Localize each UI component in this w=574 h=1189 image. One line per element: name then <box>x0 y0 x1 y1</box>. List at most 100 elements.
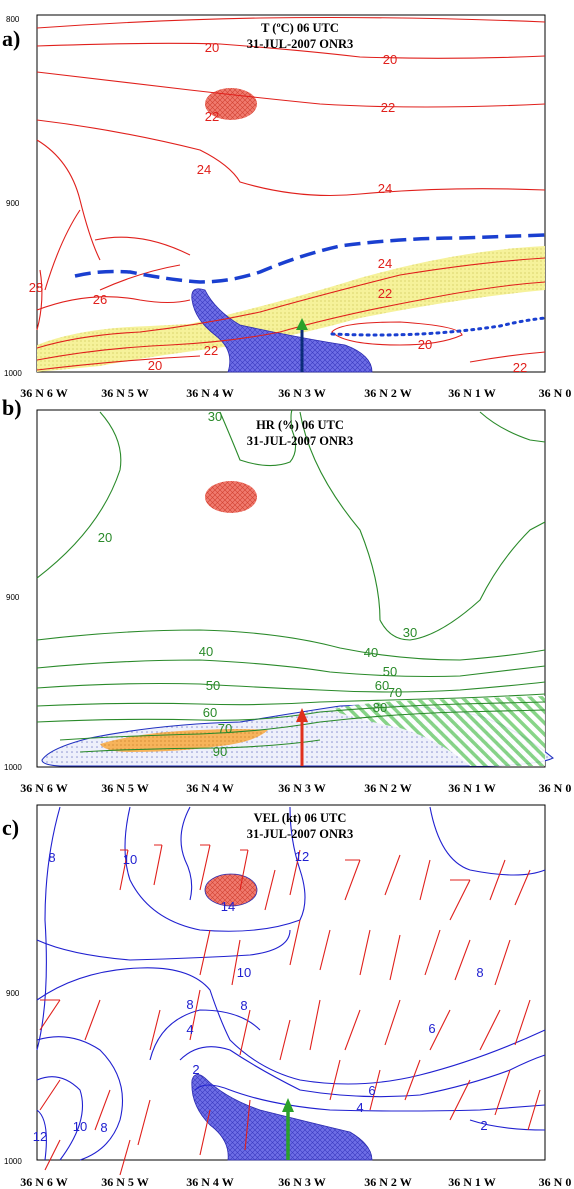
panel-a-contour-label: 24 <box>378 181 392 196</box>
panel-c-xtick-label: 36 N 4 W <box>186 1175 233 1189</box>
panel-b-contour-label: 30 <box>208 409 222 424</box>
panel-b-xtick-label: 36 N 4 W <box>186 781 233 795</box>
panel-a-contour-label: 26 <box>93 292 107 307</box>
panel-c-contour-label: 10 <box>123 852 137 867</box>
panel-c-contour-label: 10 <box>73 1119 87 1134</box>
panel-a-isotherms <box>36 16 546 371</box>
panel-b-x-ticks: 36 N 6 W 36 N 5 W 36 N 4 W 36 N 3 W 36 N 2 W… <box>20 781 571 795</box>
panel-a-contour-labels: 20 20 22 22 24 24 26 28 24 22 22 20 20 22 <box>29 40 527 375</box>
panel-b-contour-label: 70 <box>388 685 402 700</box>
panel-b-ytick-900: 900 <box>6 593 20 602</box>
panel-a-xtick-label: 36 N 5 W <box>101 386 148 400</box>
panel-b-contour-label: 60 <box>375 678 389 693</box>
panel-b-heat-marker <box>205 481 257 513</box>
panel-c-xtick-label: 36 N 1 W <box>448 1175 495 1189</box>
panel-c-title: VEL (kt) 06 UTC <box>254 811 347 825</box>
panel-a-xtick-label: 36 N 1 W <box>448 386 495 400</box>
panel-b-xtick-label: 36 N 5 W <box>101 781 148 795</box>
panel-c-contour-label: 4 <box>186 1022 193 1037</box>
panel-c-xtick-label: 36 N 6 W <box>20 1175 67 1189</box>
panel-a-xtick-label: 36 N 4 W <box>186 386 233 400</box>
panel-a-contour-label: 20 <box>383 52 397 67</box>
panel-a-contour-label: 20 <box>418 337 432 352</box>
panel-a-contour-label: 28 <box>29 280 43 295</box>
panel-c-ytick-900: 900 <box>6 989 20 998</box>
panel-c-cold-pool <box>191 1074 373 1161</box>
panel-b-contour-label: 20 <box>98 530 112 545</box>
panel-b-xtick-label: 36 N 0 <box>539 781 572 795</box>
panel-b-isohumes <box>36 409 546 753</box>
panel-a: 20 20 22 22 24 24 26 28 24 22 22 20 20 22 800 900 100… <box>2 14 571 400</box>
panel-a-arrow-head <box>296 318 308 330</box>
panel-a-title: T (ºC) 06 UTC <box>261 21 339 35</box>
panel-a-dashed-line <box>74 233 546 284</box>
panel-a-contour-label: 22 <box>378 286 392 301</box>
panel-c-contour-label: 8 <box>240 998 247 1013</box>
panel-b-contour-label: 40 <box>199 644 213 659</box>
panel-a-contour-label: 22 <box>205 109 219 124</box>
panel-a-contour-label: 22 <box>381 100 395 115</box>
panel-c-contour-label: 12 <box>295 849 309 864</box>
panel-a-contour-label: 24 <box>378 256 392 271</box>
panel-a-x-ticks: 36 N 6 W 36 N 5 W 36 N 4 W 36 N 3 W 36 N 2 W… <box>20 386 571 400</box>
panel-b-label: b) <box>2 395 22 420</box>
panel-c-contour-label: 10 <box>237 965 251 980</box>
panel-b-contour-label: 40 <box>364 645 378 660</box>
panel-c-contour-label: 2 <box>480 1118 487 1133</box>
panel-c-wind-barbs <box>39 844 541 1176</box>
panel-b-contour-label: 90 <box>213 744 227 759</box>
panel-b-arrow-head <box>296 708 308 722</box>
panel-a-ytick-800: 800 <box>6 15 20 24</box>
panel-a-xtick-label: 36 N 6 W <box>20 386 67 400</box>
panel-b-contour-label: 70 <box>218 721 232 736</box>
panel-c-contour-label: 12 <box>33 1129 47 1144</box>
panel-c-contour-label: 8 <box>186 997 193 1012</box>
panel-c-contour-label: 4 <box>356 1100 363 1115</box>
panel-c-contour-label: 14 <box>221 899 235 914</box>
panel-b-dry-layer <box>100 729 268 752</box>
panel-b-ytick-1000: 1000 <box>4 763 22 772</box>
panel-b-contour-label: 30 <box>403 625 417 640</box>
panel-c-arrow-head <box>282 1098 294 1112</box>
panel-a-xtick-label: 36 N 2 W <box>364 386 411 400</box>
panel-b-xtick-label: 36 N 6 W <box>20 781 67 795</box>
panel-c-ytick-1000: 1000 <box>4 1157 22 1166</box>
panel-b-title: HR (%) 06 UTC <box>256 418 344 432</box>
panel-a-contour-label: 24 <box>197 162 211 177</box>
panel-c-contour-label: 8 <box>48 850 55 865</box>
panel-a-subtitle: 31-JUL-2007 ONR3 <box>247 37 354 51</box>
panel-b-contour-label: 50 <box>206 678 220 693</box>
panel-a-contour-label: 22 <box>513 360 527 375</box>
panel-b-contour-label: 50 <box>383 664 397 679</box>
panel-b-xtick-label: 36 N 1 W <box>448 781 495 795</box>
panel-a-ytick-900: 900 <box>6 199 20 208</box>
panel-c-isotachs <box>36 806 546 1161</box>
panel-a-cold-pool <box>191 288 373 373</box>
panel-c-contour-label: 8 <box>476 965 483 980</box>
panel-a-xtick-label: 36 N 0 <box>539 386 572 400</box>
panel-c-contour-label: 8 <box>100 1120 107 1135</box>
panel-a-contour-label: 22 <box>204 343 218 358</box>
panel-b-subtitle: 31-JUL-2007 ONR3 <box>247 434 354 448</box>
panel-c-xtick-label: 36 N 2 W <box>364 1175 411 1189</box>
panel-a-ytick-1000: 1000 <box>4 369 22 378</box>
panel-c-contour-label: 2 <box>192 1062 199 1077</box>
panel-b-xtick-label: 36 N 2 W <box>364 781 411 795</box>
panel-c-subtitle: 31-JUL-2007 ONR3 <box>247 827 354 841</box>
panel-c-xtick-label: 36 N 3 W <box>278 1175 325 1189</box>
panel-a-stable-layer <box>37 246 545 372</box>
panel-c-x-ticks: 36 N 6 W 36 N 5 W 36 N 4 W 36 N 3 W 36 N 2 W… <box>20 1175 571 1189</box>
panel-a-dotted-line <box>330 316 547 337</box>
panel-a-label: a) <box>2 26 20 51</box>
panel-b-contour-label: 60 <box>203 705 217 720</box>
panel-c-contour-label: 6 <box>428 1021 435 1036</box>
panel-c-frame <box>36 804 546 1161</box>
panel-a-contour-label: 20 <box>205 40 219 55</box>
panel-c-xtick-label: 36 N 5 W <box>101 1175 148 1189</box>
panel-b-contour-label: 80 <box>373 700 387 715</box>
panel-a-contour-label: 20 <box>148 358 162 373</box>
